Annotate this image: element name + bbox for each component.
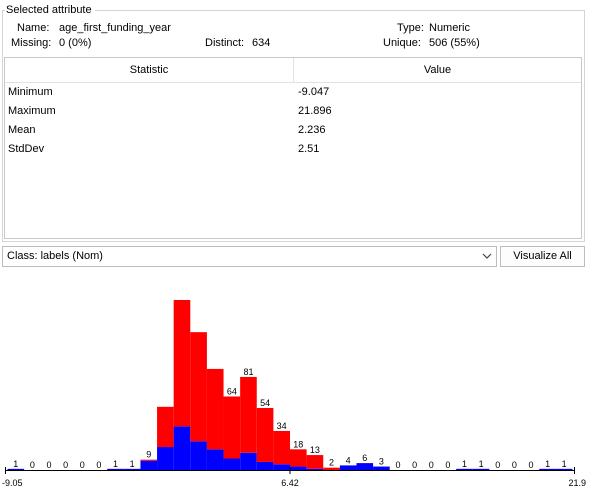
histogram-data-label: 6 <box>362 453 367 463</box>
histogram-bar-red <box>240 376 257 453</box>
histogram-bar-blue <box>373 466 390 470</box>
histogram-bar-red <box>190 332 207 442</box>
histogram-data-label: 0 <box>495 460 500 470</box>
histogram-data-label: 1 <box>479 459 484 469</box>
histogram-data-label: 0 <box>528 460 533 470</box>
histogram-bar-blue <box>472 468 490 470</box>
histogram-bar-blue <box>223 458 241 470</box>
histogram-bar-red <box>273 430 290 465</box>
axis-tick-label: 6.42 <box>281 478 299 488</box>
histogram-bar-blue <box>306 468 324 470</box>
missing-label: Missing: <box>11 37 52 49</box>
histogram-data-label: 0 <box>96 460 101 470</box>
unique-value: 506 (55%) <box>429 37 480 49</box>
histogram-bar-blue <box>206 449 224 470</box>
table-row[interactable]: Mean 2.236 <box>5 121 581 140</box>
table-row[interactable]: StdDev 2.51 <box>5 140 581 159</box>
missing-value: 0 (0%) <box>59 37 92 49</box>
histogram-data-label: 0 <box>396 460 401 470</box>
statistic-cell: StdDev <box>8 143 45 155</box>
histogram-bar-blue <box>456 468 473 470</box>
histogram-bar-blue <box>240 452 257 470</box>
histogram-data-label: 0 <box>412 460 417 470</box>
histogram-bar-red <box>323 467 340 470</box>
histogram-bar-blue <box>339 465 357 470</box>
histogram-data-label: 0 <box>63 460 68 470</box>
histogram-data-label: 1 <box>562 459 567 469</box>
column-header-statistic[interactable]: Statistic <box>5 58 294 82</box>
value-cell: 2.236 <box>298 124 326 136</box>
histogram-data-label: 81 <box>243 367 253 377</box>
histogram-bar-blue <box>157 447 174 470</box>
histogram-data-label: 2 <box>329 458 334 468</box>
histogram-data-label: 1 <box>462 459 467 469</box>
value-cell: -9.047 <box>298 86 330 98</box>
value-cell: 21.896 <box>298 105 332 117</box>
histogram-bar-red <box>157 406 174 448</box>
histogram-bar-red <box>140 459 158 461</box>
histogram-bar-red <box>173 300 191 427</box>
type-label: Type: <box>397 22 424 34</box>
histogram-bar-blue <box>140 460 158 470</box>
class-dropdown[interactable]: Class: labels (Nom) <box>2 246 497 267</box>
histogram-bar-blue <box>173 426 191 470</box>
axis-tick-label: -9.05 <box>2 478 23 488</box>
histogram-data-label: 1 <box>113 459 118 469</box>
histogram-data-label: 34 <box>277 421 287 431</box>
histogram-bar-blue <box>356 463 374 470</box>
column-header-value[interactable]: Value <box>423 64 452 76</box>
histogram-bar-red <box>206 368 224 450</box>
histogram-data-label: 13 <box>310 445 320 455</box>
histogram-data-label: 9 <box>146 450 151 460</box>
name-value: age_first_funding_year <box>59 22 171 34</box>
axis-tick-label: 21.9 <box>568 478 586 488</box>
statistics-table-header: Statistic Value <box>5 58 581 83</box>
class-dropdown-value: Class: labels (Nom) <box>7 250 103 262</box>
histogram-bar-blue <box>190 441 207 470</box>
chevron-down-icon[interactable] <box>482 251 492 261</box>
value-cell: 2.51 <box>298 143 320 155</box>
histogram-bar-blue <box>123 468 141 470</box>
table-row[interactable]: Maximum 21.896 <box>5 102 581 121</box>
name-label: Name: <box>17 22 50 34</box>
histogram-data-label: 64 <box>227 386 237 396</box>
histogram-bar-blue <box>107 468 124 470</box>
histogram-bar-blue <box>539 468 556 470</box>
histogram-data-label: 0 <box>47 460 52 470</box>
histogram-bar-blue <box>555 468 573 470</box>
histogram-data-label: 0 <box>80 460 85 470</box>
histogram-data-label: 0 <box>429 460 434 470</box>
histogram-bar-blue <box>273 464 290 470</box>
histogram-bar-red <box>223 396 241 459</box>
histogram-data-label: 18 <box>293 439 303 449</box>
histogram-data-label: 4 <box>346 455 351 465</box>
histogram-data-label: 0 <box>30 460 35 470</box>
histogram-data-label: 1 <box>13 459 18 469</box>
statistics-table[interactable]: Statistic Value Minimum -9.047 Maximum 2… <box>4 57 582 239</box>
histogram-data-label: 0 <box>512 460 517 470</box>
histogram-bar-blue <box>256 461 274 470</box>
unique-label: Unique: <box>383 37 421 49</box>
statistic-cell: Mean <box>8 124 36 136</box>
table-row[interactable]: Minimum -9.047 <box>5 83 581 102</box>
histogram-data-label: 1 <box>545 459 550 469</box>
histogram-bar-blue <box>7 468 25 470</box>
type-value: Numeric <box>429 22 470 34</box>
selected-attribute-panel <box>2 10 585 242</box>
distinct-value: 634 <box>252 37 271 49</box>
histogram-bar-red <box>256 407 274 462</box>
histogram-data-label: 1 <box>130 459 135 469</box>
distinct-label: Distinct: <box>205 37 245 49</box>
histogram-bar-blue <box>290 466 307 470</box>
visualize-all-button[interactable]: Visualize All <box>500 246 585 267</box>
class-histogram: 1 0 0 0 0 0 1 1 9 64 81 54 34 18 13 2 4 6 3 0 0 0 0 1 1 0 0 0 1 1 -9.… <box>2 300 586 488</box>
selected-attribute-legend: Selected attribute <box>5 4 95 16</box>
histogram-bar-red <box>306 455 324 469</box>
statistic-cell: Maximum <box>8 105 56 117</box>
histogram-data-label: 3 <box>379 457 384 467</box>
histogram-data-label: 54 <box>260 398 270 408</box>
histogram-data-label: 0 <box>445 460 450 470</box>
statistic-cell: Minimum <box>8 86 53 98</box>
histogram-bar-red <box>290 449 307 467</box>
